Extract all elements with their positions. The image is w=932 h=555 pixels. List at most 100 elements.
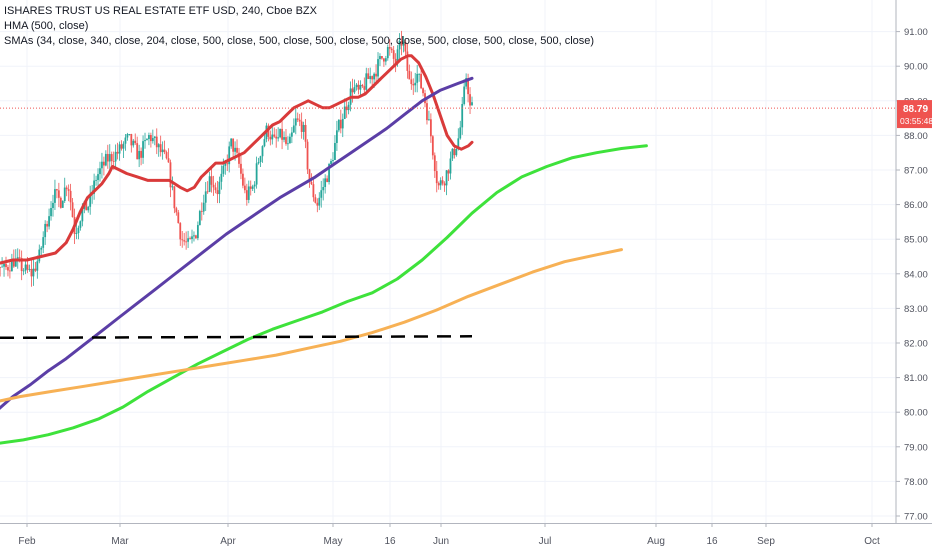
candle-body — [122, 143, 125, 149]
candle-body — [102, 161, 105, 166]
candle-body — [402, 41, 405, 46]
candle-body — [334, 142, 336, 161]
candle-body — [261, 146, 264, 157]
x-tick-label: Aug — [647, 536, 665, 547]
y-tick-label: 82.00 — [904, 339, 928, 350]
candle-body — [431, 136, 434, 156]
candle-body — [410, 79, 413, 85]
candle-body — [22, 270, 25, 272]
candle-body — [390, 48, 393, 51]
candle-body — [232, 138, 235, 152]
candle-body — [214, 187, 217, 191]
candle-body — [144, 140, 146, 142]
legend-hma[interactable]: HMA (500, close) — [4, 20, 89, 32]
y-tick-label: 78.00 — [904, 477, 928, 488]
horizontal-level-line[interactable] — [0, 335, 473, 340]
candle-body — [337, 119, 340, 131]
candle-body — [463, 86, 466, 104]
x-tick-label: Mar — [111, 536, 129, 547]
candle-body — [371, 76, 374, 80]
candle-body — [79, 221, 82, 228]
x-tick-label: Sep — [757, 536, 775, 547]
candle-body — [355, 84, 358, 88]
y-tick-label: 80.00 — [904, 408, 928, 419]
candle-body — [243, 185, 246, 191]
candle-body — [255, 163, 258, 185]
candle-body — [433, 155, 436, 172]
candle-body — [416, 73, 419, 83]
candle-body — [28, 268, 31, 270]
candle-body — [149, 135, 152, 142]
legend-smas[interactable]: SMAs (34, close, 340, close, 204, close,… — [4, 35, 595, 47]
candle-body — [381, 56, 383, 59]
candle-body — [18, 257, 21, 259]
candle-body — [335, 130, 338, 143]
candle-body — [257, 161, 260, 164]
candle-body — [441, 180, 444, 184]
candle-body — [294, 118, 297, 126]
candle-body — [426, 103, 428, 121]
candle-body — [388, 47, 391, 49]
candle-body — [48, 216, 50, 227]
candle-body — [455, 148, 458, 156]
candle-body — [118, 144, 121, 154]
candle-body — [26, 264, 29, 270]
candle-body — [9, 270, 11, 272]
legend-title[interactable]: ISHARES TRUST US REAL ESTATE ETF USD, 24… — [4, 5, 317, 17]
candle-body — [422, 88, 424, 94]
candle-body — [467, 78, 469, 95]
candle-body — [283, 137, 285, 140]
candle-body — [5, 263, 7, 268]
candle-body — [42, 237, 45, 248]
candle-body — [206, 191, 209, 193]
candle-body — [7, 267, 9, 271]
y-tick-label: 88.00 — [904, 131, 928, 142]
candle-body — [469, 94, 471, 106]
y-tick-label: 79.00 — [904, 442, 928, 453]
candle-body — [95, 179, 97, 181]
candle-body — [173, 186, 176, 209]
candle-body — [345, 106, 348, 111]
candle-body — [101, 161, 103, 169]
candle-body — [240, 163, 242, 174]
series-line-1 — [0, 76, 474, 410]
x-tick-label: 16 — [384, 536, 396, 547]
x-tick-label: May — [324, 536, 343, 547]
candle-body — [384, 58, 387, 62]
candle-body — [189, 238, 191, 240]
candle-body — [292, 125, 295, 133]
candle-body — [56, 189, 58, 191]
candle-body — [204, 191, 207, 203]
y-tick-label: 84.00 — [904, 269, 928, 280]
candle-body — [269, 136, 272, 140]
y-tick-label: 90.00 — [904, 62, 928, 73]
candle-body — [359, 84, 362, 90]
candle-body — [314, 197, 317, 203]
candle-body — [428, 119, 430, 121]
candle-body — [420, 73, 422, 89]
candle-body — [157, 144, 160, 148]
candle-body — [195, 235, 197, 239]
candle-body — [318, 197, 321, 206]
candle-body — [249, 186, 252, 189]
candle-body — [93, 180, 96, 194]
candle-body — [161, 149, 164, 153]
candle-body — [183, 240, 186, 242]
candle-body — [224, 163, 227, 166]
x-tick-label: Apr — [220, 536, 236, 547]
horizontal-line-layer[interactable] — [0, 335, 473, 340]
candle-body — [30, 268, 33, 277]
candle-body — [277, 137, 280, 139]
candle-body — [120, 144, 123, 149]
candle-body — [273, 134, 276, 137]
candle-body — [177, 212, 180, 224]
candle-body — [71, 202, 74, 218]
candle-body — [114, 151, 117, 162]
candle-body — [167, 158, 170, 163]
candle-body — [0, 266, 2, 268]
candle-body — [126, 134, 129, 138]
candle-body — [24, 264, 27, 271]
